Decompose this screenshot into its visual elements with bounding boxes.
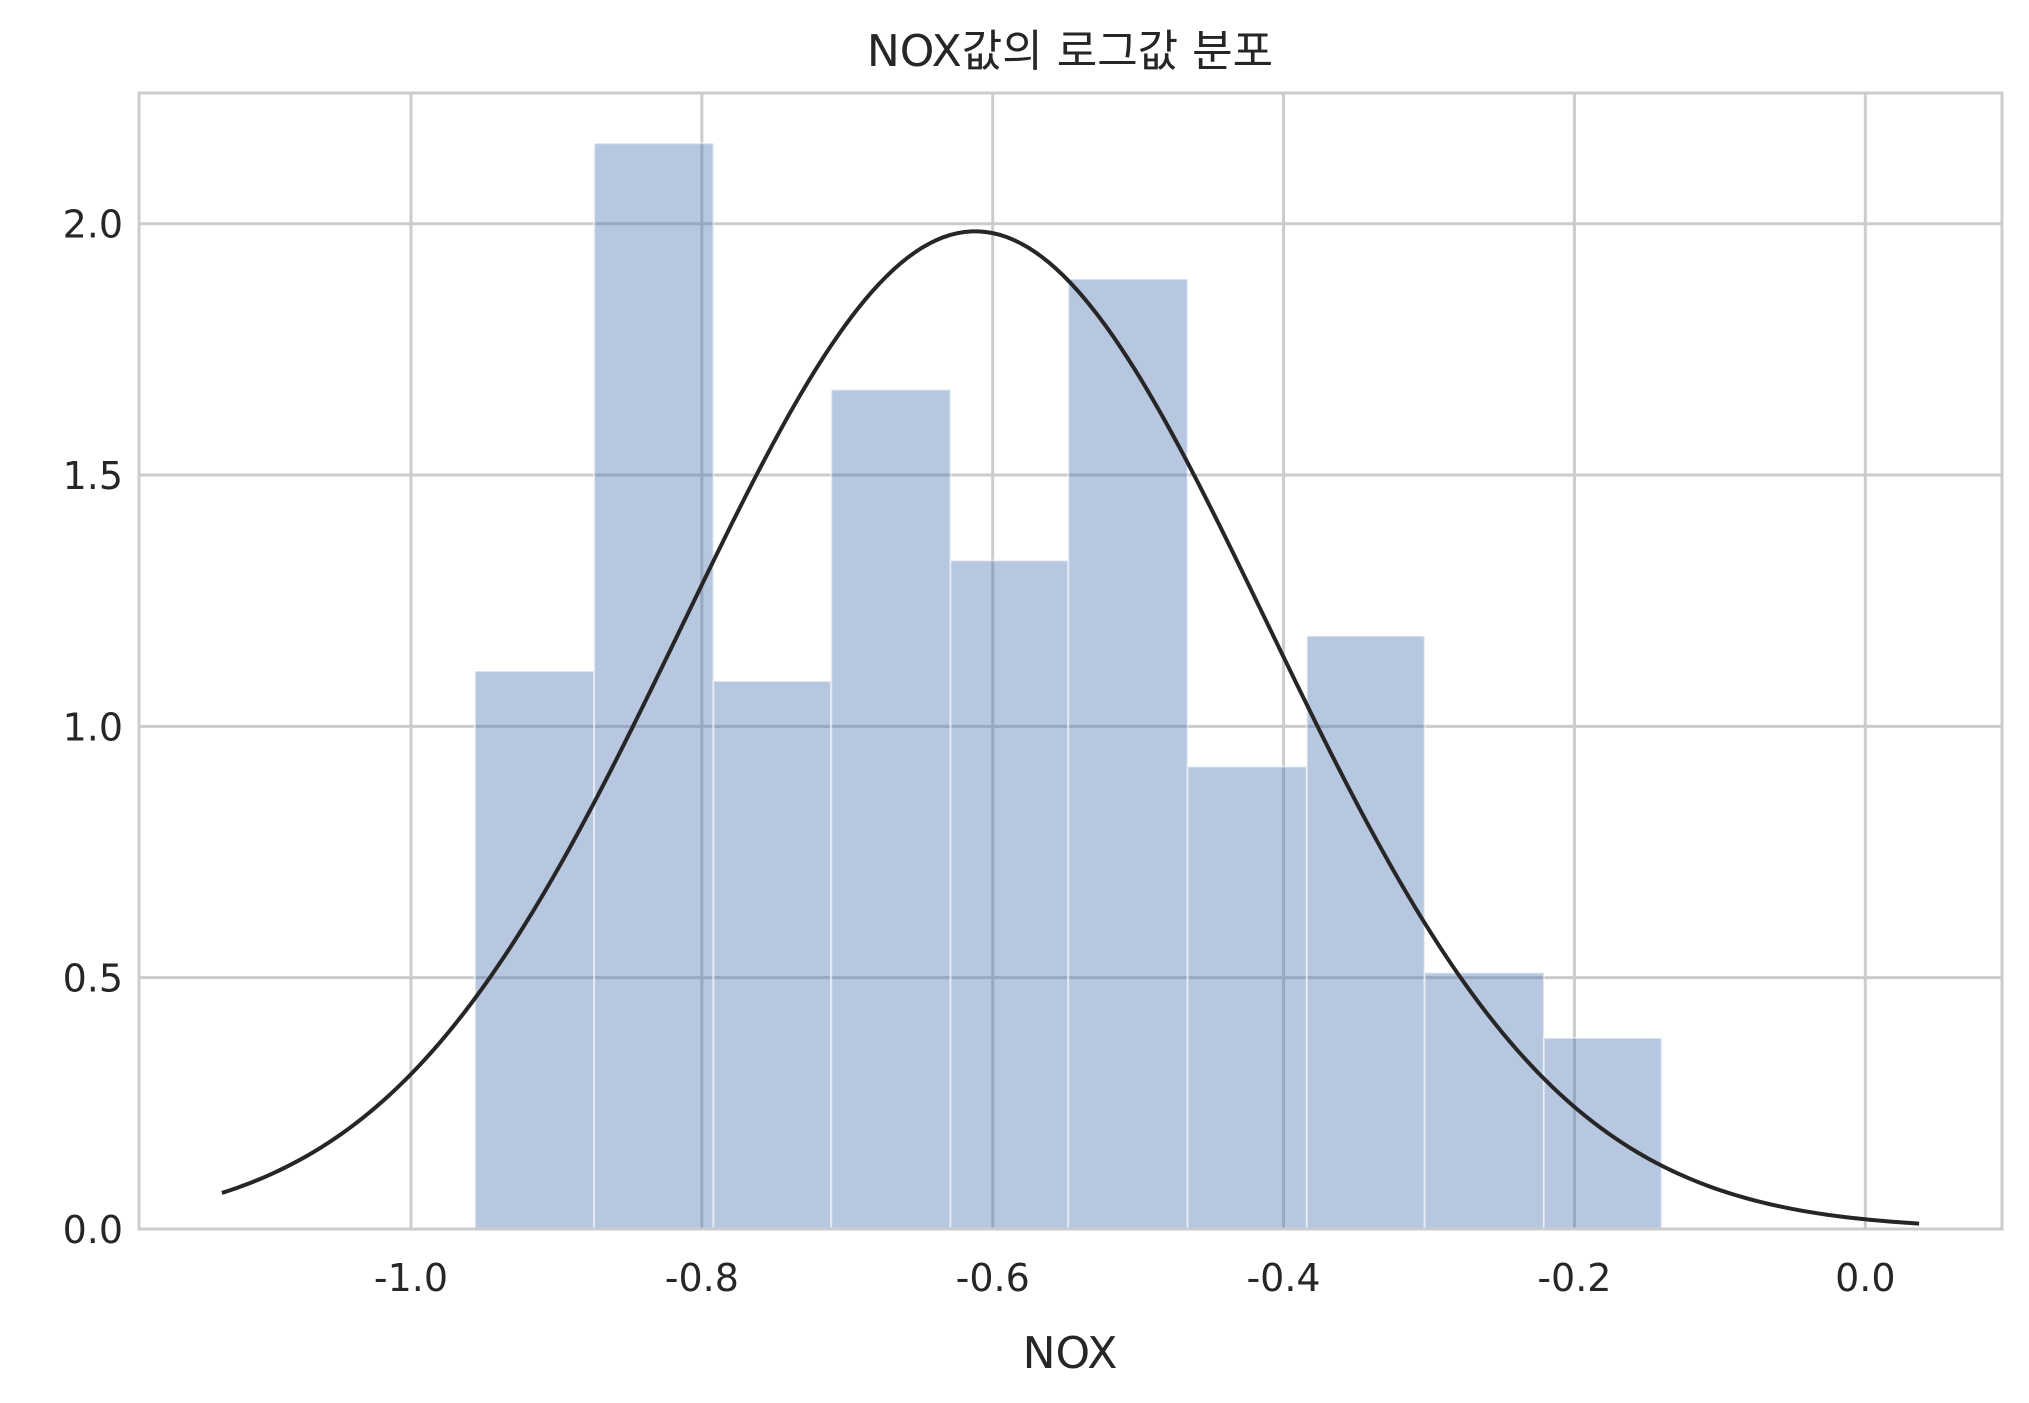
histogram-bar [1423,971,1545,1230]
y-tick-label: 0.0 [63,1208,123,1252]
x-tick-label: 0.0 [1835,1256,1895,1300]
histogram-bar [1305,634,1426,1230]
x-tick-label: -0.2 [1537,1256,1611,1300]
normal-fit-curve [221,229,1920,1226]
chart-title: NOX값의 로그값 분포 [867,26,1273,77]
y-tick-label: 0.5 [63,957,123,1001]
x-tick-label: -0.8 [665,1256,739,1300]
y-tick-label: 1.0 [63,705,123,749]
plot-frame [137,91,2004,1231]
y-tick-label: 2.0 [63,203,123,247]
histogram-bar [1542,1036,1663,1231]
histogram-bar [830,388,952,1231]
histogram-bars [473,142,1663,1231]
x-tick-label: -1.0 [374,1256,448,1300]
histogram-bar [1067,277,1189,1230]
histogram-bar [473,670,596,1230]
y-tick-label: 1.5 [63,454,123,498]
x-tick-label: -0.6 [956,1256,1030,1300]
x-tick-labels: -1.0 -0.8 -0.6 -0.4 -0.2 0.0 [374,1256,1896,1300]
histogram-bar [712,680,833,1230]
y-tick-labels: 0.0 0.5 1.0 1.5 2.0 [63,203,123,1252]
histogram-bar [949,559,1070,1230]
x-tick-label: -0.4 [1246,1256,1320,1300]
histogram-bar [1186,765,1308,1230]
x-axis-title: NOX [1023,1328,1118,1379]
